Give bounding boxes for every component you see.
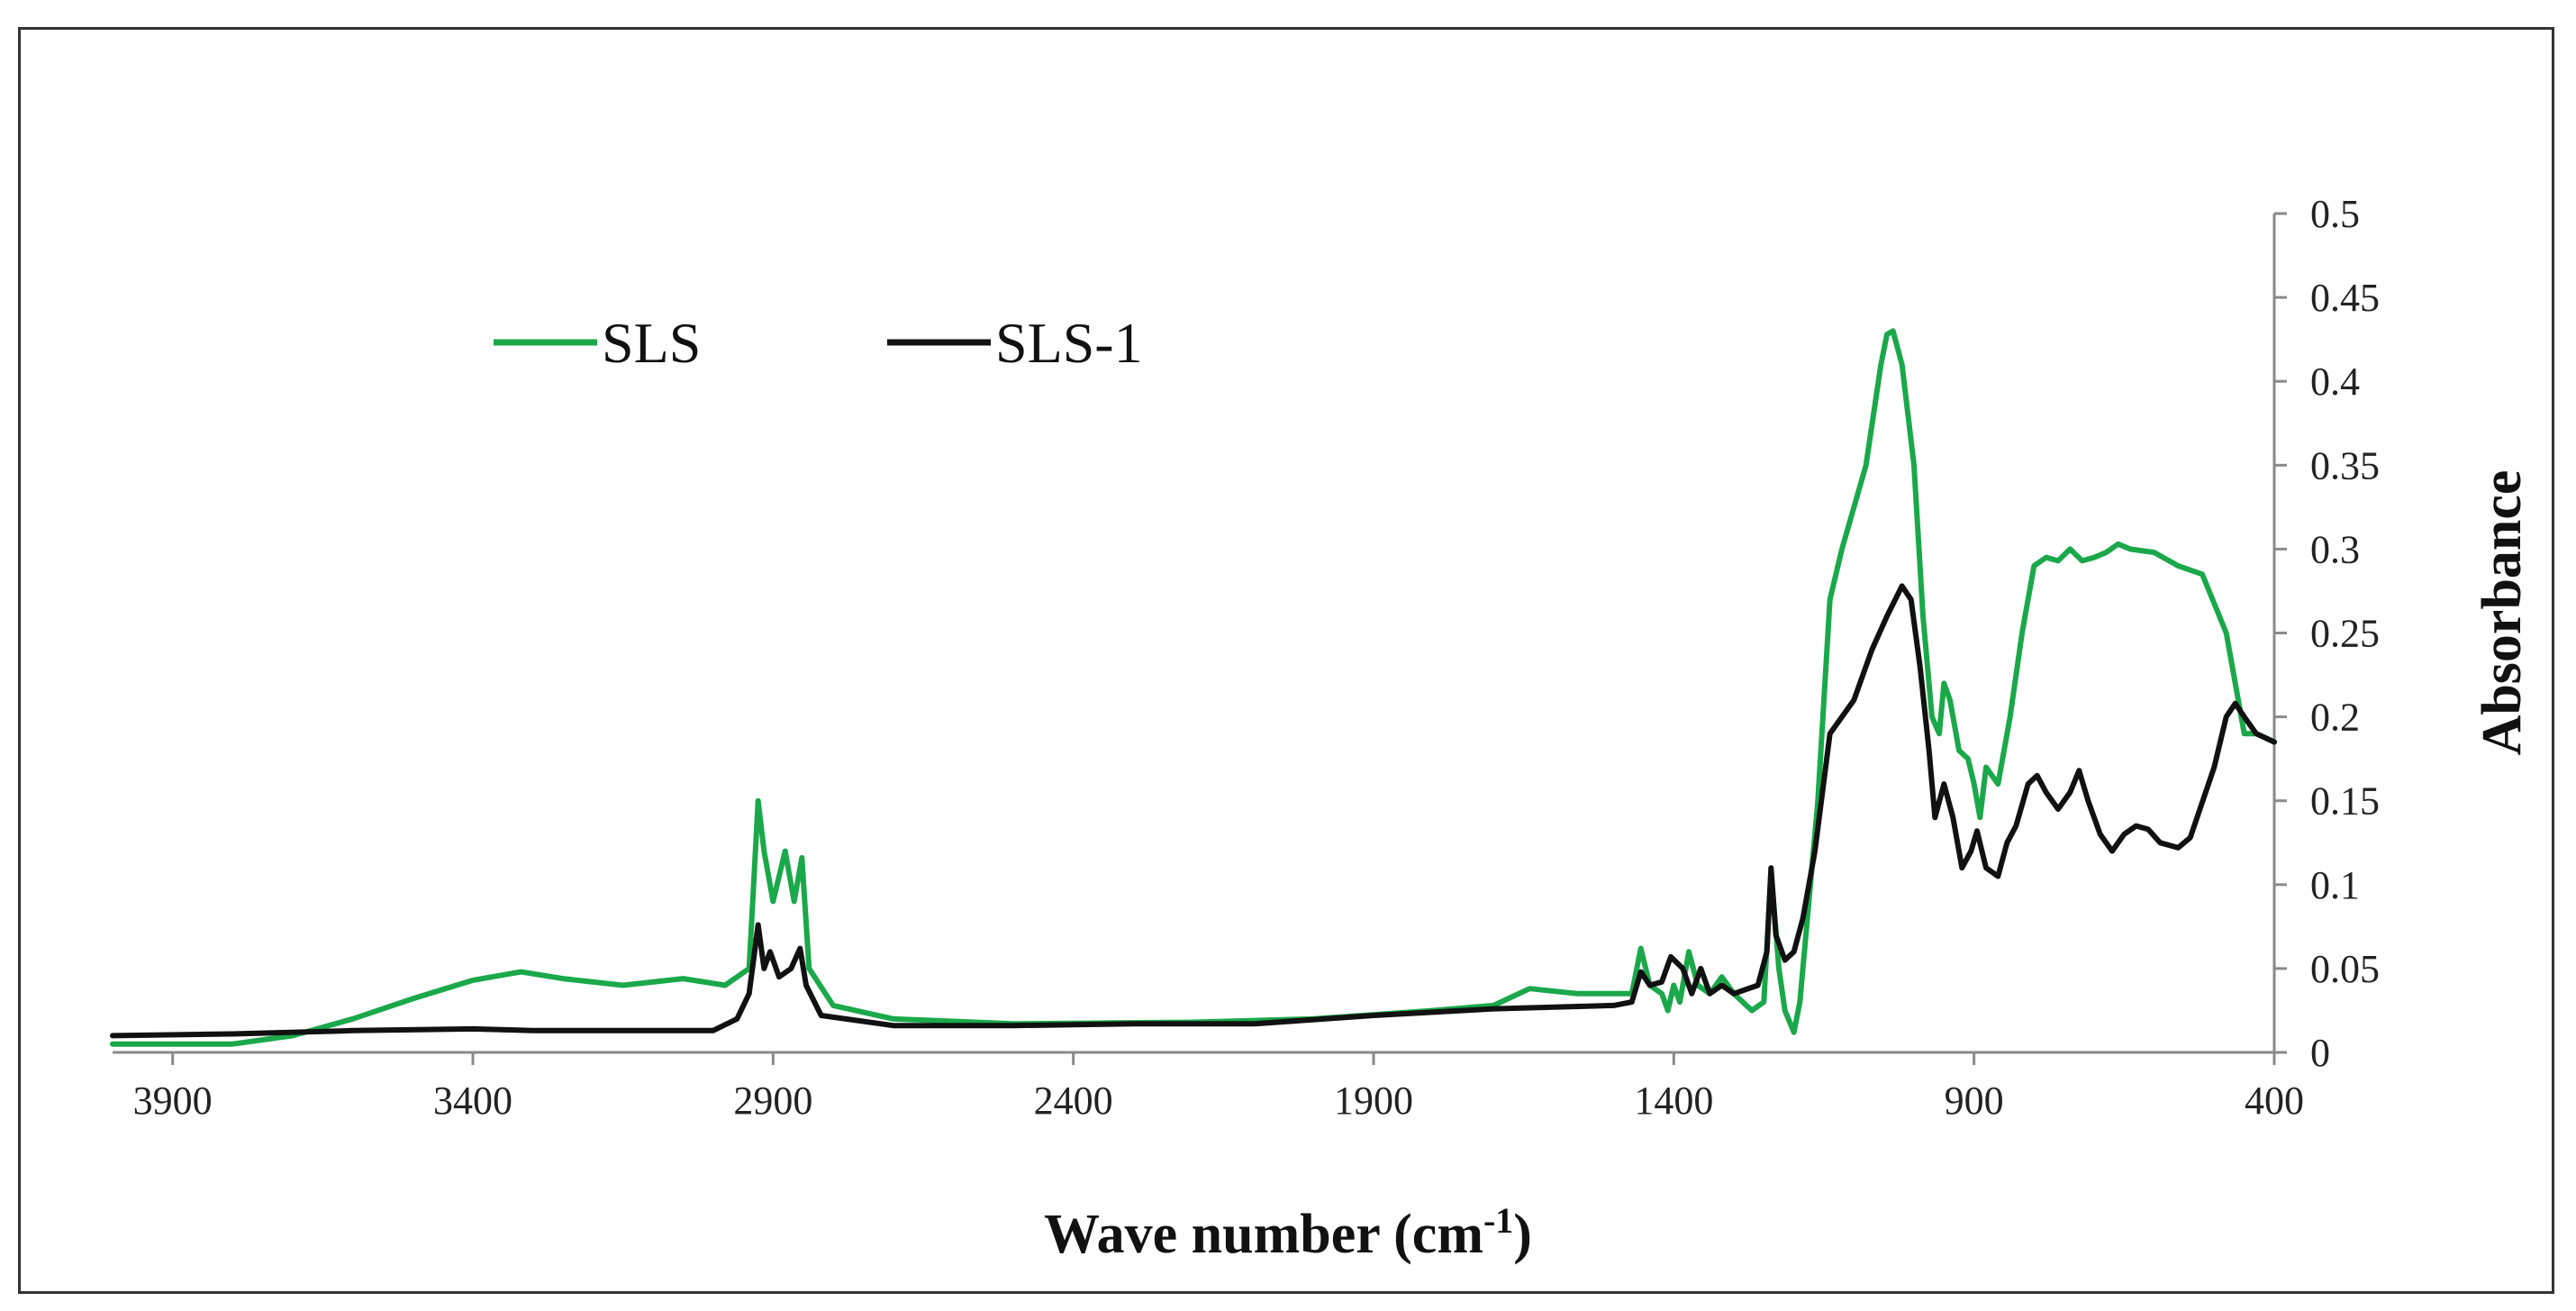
y-tick-label: 0.35 xyxy=(2310,443,2380,487)
x-axis: 3900 3400 2900 2400 1900 1400 900 400 xyxy=(113,1051,2304,1123)
y-tick-label: 0.3 xyxy=(2310,527,2360,571)
y-tick-label: 0.25 xyxy=(2310,612,2380,656)
x-tick-label: 900 xyxy=(1945,1079,2004,1123)
series-line-sls-1 xyxy=(110,583,2277,1039)
x-tick-label: 1400 xyxy=(1634,1079,1713,1123)
y-tick-label: 0.15 xyxy=(2310,779,2380,824)
y-tick-label: 0.4 xyxy=(2310,360,2360,404)
y-axis-title: Absorbance xyxy=(2472,470,2533,756)
y-tick-label: 0.5 xyxy=(2310,192,2360,236)
x-tick-label: 2900 xyxy=(733,1079,812,1123)
x-tick-label: 2400 xyxy=(1034,1079,1113,1123)
series-layer xyxy=(110,328,2277,1047)
y-tick-label: 0 xyxy=(2310,1031,2330,1075)
y-tick-label: 0.2 xyxy=(2310,696,2360,740)
legend: SLS SLS-1 xyxy=(494,311,1143,375)
y-axis: 0 0.05 0.1 0.15 0.2 0.25 0.3 0.35 0.4 0.45 0.5 xyxy=(2272,192,2380,1075)
y-tick-label: 0.05 xyxy=(2310,947,2380,991)
x-tick-label: 1900 xyxy=(1334,1079,1413,1123)
x-axis-title: Wave number (cm-1) xyxy=(1044,1200,1532,1265)
y-tick-label: 0.1 xyxy=(2310,863,2360,907)
legend-label-sls-1: SLS-1 xyxy=(995,311,1143,375)
series-line-sls xyxy=(110,328,2277,1047)
chart-frame xyxy=(18,27,2554,1294)
y-tick-label: 0.45 xyxy=(2310,276,2380,320)
x-tick-label: 3900 xyxy=(133,1079,213,1123)
x-tick-label: 400 xyxy=(2245,1079,2304,1123)
x-tick-label: 3400 xyxy=(433,1079,512,1123)
legend-label-sls: SLS xyxy=(602,311,701,375)
